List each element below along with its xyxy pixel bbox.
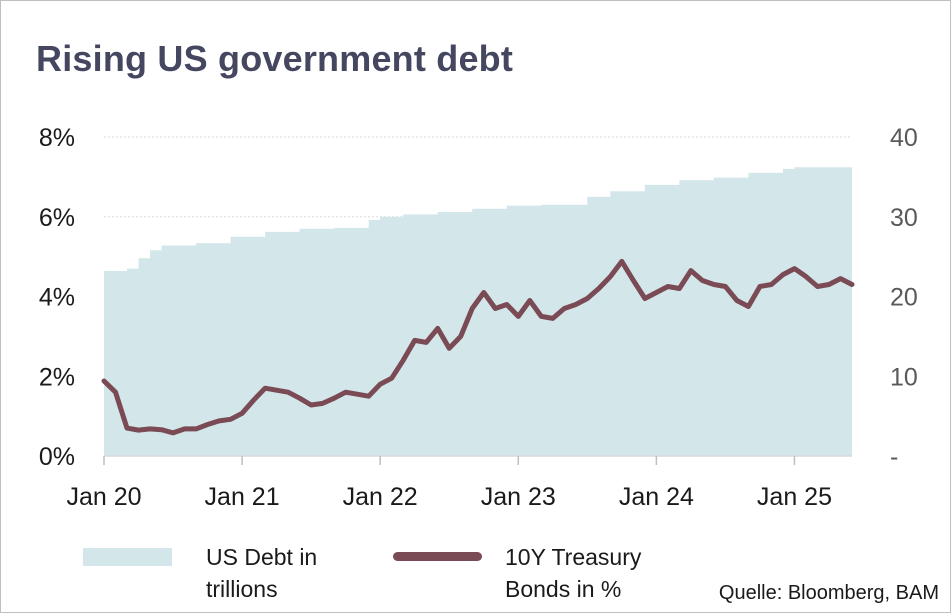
legend-swatch-yield (393, 552, 482, 561)
legend-label-yield-line2: Bonds in % (505, 576, 622, 602)
y-right-tick-label: 40 (890, 124, 918, 152)
legend-label-debt-line1: US Debt in (206, 544, 318, 570)
x-tick-label: Jan 20 (66, 483, 141, 511)
y-right-tick-label: 10 (890, 363, 918, 391)
y-right-tick-label: - (890, 443, 898, 471)
series-line-10y-treasury (101, 258, 855, 436)
y-left-tick-label: 4% (39, 284, 75, 312)
x-tick-label: Jan 24 (619, 483, 694, 511)
series-area-us-debt (104, 167, 852, 456)
y-right-tick-label: 20 (890, 284, 918, 312)
chart-title: Rising US government debt (36, 38, 514, 79)
y-left-tick-label: 8% (39, 124, 75, 152)
source-note: Quelle: Bloomberg, BAM (718, 582, 939, 604)
y-right-tick-label: 30 (890, 204, 918, 232)
y-left-tick-label: 0% (39, 443, 75, 471)
legend-swatch-debt (83, 548, 172, 566)
x-tick-label: Jan 25 (757, 483, 832, 511)
legend-label-debt-line2: trillions (206, 576, 278, 602)
y-left-tick-label: 2% (39, 363, 75, 391)
x-tick-label: Jan 22 (343, 483, 418, 511)
x-tick-label: Jan 21 (205, 483, 280, 511)
legend-label-yield-line1: 10Y Treasury (505, 544, 642, 570)
x-tick-label: Jan 23 (481, 483, 556, 511)
y-left-tick-label: 6% (39, 204, 75, 232)
